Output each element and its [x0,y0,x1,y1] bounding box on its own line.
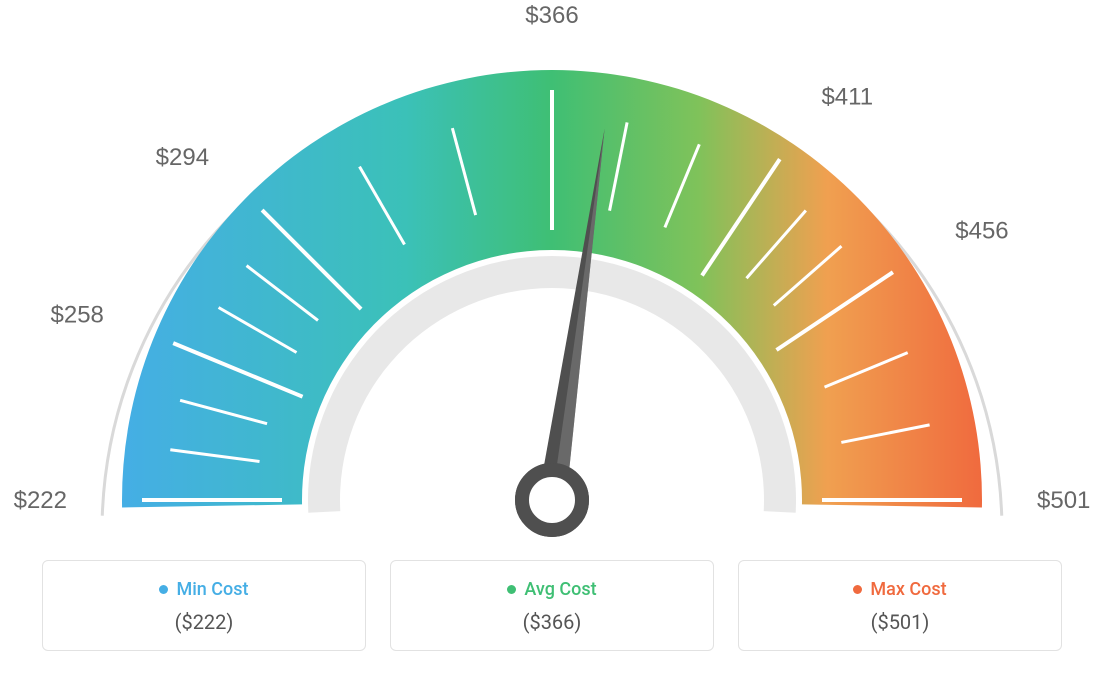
avg-dot-icon [507,585,516,594]
min-cost-value: ($222) [55,610,353,634]
svg-text:$411: $411 [821,84,873,111]
max-dot-icon [853,585,862,594]
max-cost-value: ($501) [751,610,1049,634]
svg-text:$501: $501 [1037,487,1090,514]
min-dot-icon [159,585,168,594]
max-cost-card: Max Cost ($501) [738,560,1062,651]
gauge-chart: $222 $258 $294 $366 $411 $456 $501 [0,0,1104,560]
avg-cost-card: Avg Cost ($366) [390,560,714,651]
summary-cards: Min Cost ($222) Avg Cost ($366) Max Cost… [42,560,1062,651]
svg-text:$294: $294 [156,144,209,171]
min-cost-card: Min Cost ($222) [42,560,366,651]
svg-text:$258: $258 [51,301,104,328]
avg-cost-label: Avg Cost [524,579,596,600]
svg-text:$222: $222 [14,487,67,514]
max-cost-label: Max Cost [870,579,946,600]
min-cost-label: Min Cost [176,579,248,600]
avg-cost-value: ($366) [403,610,701,634]
svg-text:$366: $366 [525,2,578,29]
svg-text:$456: $456 [955,218,1008,245]
